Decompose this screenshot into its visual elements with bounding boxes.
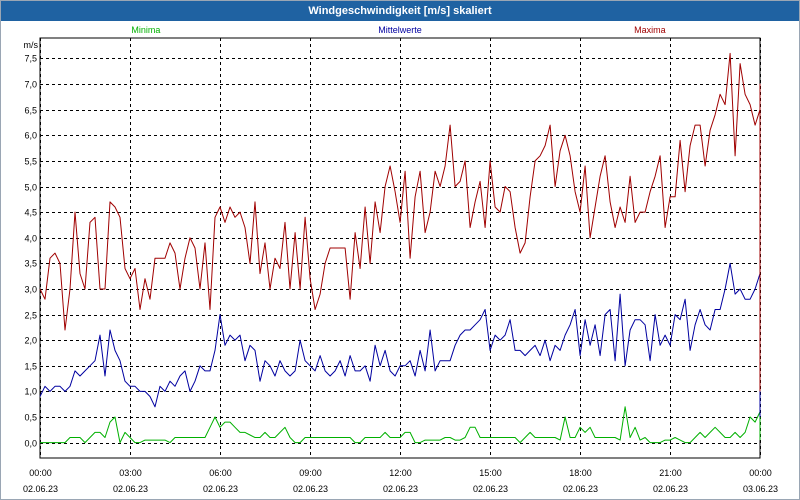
x-tick-date-label: 02.06.23 <box>473 484 508 494</box>
y-tick-label: 5,0 <box>24 183 37 193</box>
legend-label-maxima: Maxima <box>634 25 666 35</box>
y-tick-label: 3,5 <box>24 259 37 269</box>
x-tick-date-label: 02.06.23 <box>383 484 418 494</box>
chart-title: Windgeschwindigkeit [m/s] skaliert <box>1 1 799 21</box>
y-axis-label: m/s <box>24 40 39 50</box>
x-tick-date-label: 02.06.23 <box>113 484 148 494</box>
x-tick-time-label: 00:00 <box>749 468 772 478</box>
y-tick-label: 6,0 <box>24 131 37 141</box>
y-tick-label: 4,5 <box>24 208 37 218</box>
x-tick-time-label: 15:00 <box>479 468 502 478</box>
y-tick-label: 0,5 <box>24 413 37 423</box>
y-tick-label: 2,0 <box>24 336 37 346</box>
legend-label-mittelwerte: Mittelwerte <box>378 25 422 35</box>
y-tick-label: 5,5 <box>24 157 37 167</box>
x-tick-time-label: 09:00 <box>299 468 322 478</box>
y-tick-label: 2,5 <box>24 311 37 321</box>
y-tick-label: 7,5 <box>24 54 37 64</box>
series-layer <box>39 52 761 444</box>
legend-label-minima: Minima <box>131 25 160 35</box>
y-tick-label: 1,0 <box>24 387 37 397</box>
x-tick-time-label: 03:00 <box>119 468 142 478</box>
x-tick-time-label: 18:00 <box>569 468 592 478</box>
series-line-minima <box>40 390 761 444</box>
y-tick-label: 3,0 <box>24 285 37 295</box>
y-tick-label: 4,0 <box>24 234 37 244</box>
x-tick-date-label: 02.06.23 <box>293 484 328 494</box>
x-tick-date-label: 02.06.23 <box>23 484 58 494</box>
x-tick-time-label: 00:00 <box>29 468 52 478</box>
y-tick-label: 0,0 <box>24 439 37 449</box>
axis-layer: 0,0 0,5 1,0 1,5 2,0 2,5 3,0 3,5 4,0 4,5 5,0 5,5 6,0 6… <box>23 25 778 494</box>
x-tick-date-label: 02.06.23 <box>203 484 238 494</box>
y-tick-label: 6,5 <box>24 106 37 116</box>
x-tick-time-label: 21:00 <box>659 468 682 478</box>
x-tick-time-label: 06:00 <box>209 468 232 478</box>
x-tick-time-label: 12:00 <box>389 468 412 478</box>
x-tick-date-label: 02.06.23 <box>653 484 688 494</box>
x-tick-date-label: 02.06.23 <box>563 484 598 494</box>
x-tick-date-label: 03.06.23 <box>743 484 778 494</box>
series-line-maxima <box>39 52 761 392</box>
y-tick-label: 1,5 <box>24 362 37 372</box>
y-tick-label: 7,0 <box>24 80 37 90</box>
